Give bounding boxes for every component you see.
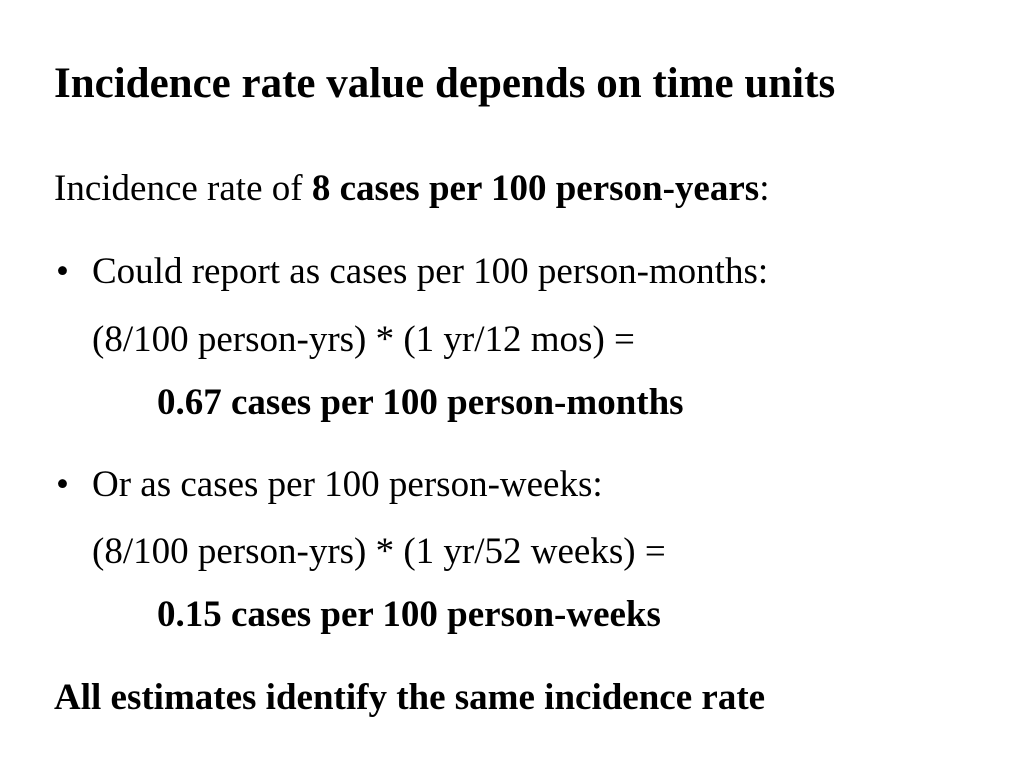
bullet-weeks-calculation: (8/100 person-yrs) * (1 yr/52 weeks) =	[92, 531, 666, 572]
bullet-months-heading: Could report as cases per 100 person-mon…	[92, 251, 769, 292]
conclusion: All estimates identify the same incidenc…	[54, 677, 766, 718]
intro-emphasis: 8 cases per 100 person-years	[311, 168, 760, 209]
intro-line: Incidence rate of 8 cases per 100 person…	[54, 167, 769, 211]
bullet-marker: •	[56, 251, 69, 292]
bullet-marker: •	[56, 464, 69, 505]
slide-title: Incidence rate value depends on time uni…	[54, 60, 836, 107]
bullet-months-calculation: (8/100 person-yrs) * (1 yr/12 mos) =	[92, 319, 635, 360]
intro-prefix: Incidence rate of	[54, 168, 312, 209]
intro-suffix: :	[759, 168, 770, 209]
bullet-weeks-result: 0.15 cases per 100 person-weeks	[157, 594, 661, 635]
bullet-weeks-heading: Or as cases per 100 person-weeks:	[92, 464, 603, 505]
bullet-months-result: 0.67 cases per 100 person-months	[157, 382, 684, 423]
